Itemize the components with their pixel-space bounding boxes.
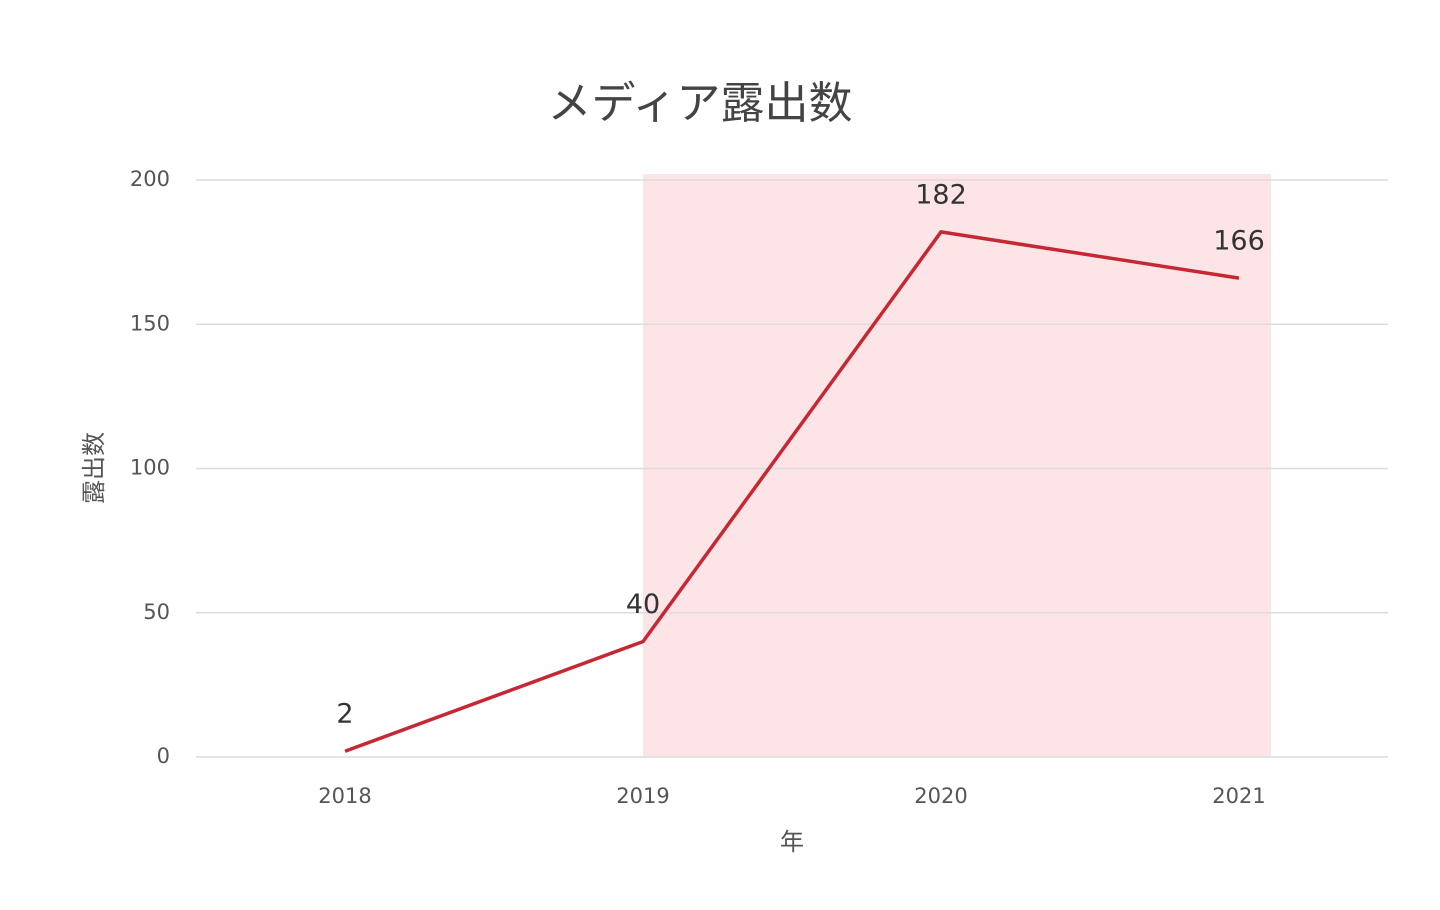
y-tick-label: 150	[130, 311, 170, 335]
x-tick-label: 2019	[616, 784, 669, 808]
y-tick-label: 50	[143, 600, 170, 624]
chart-title: メディア露出数	[548, 78, 853, 129]
y-tick-label: 200	[130, 167, 170, 191]
data-label: 40	[626, 589, 660, 620]
x-tick-label: 2021	[1212, 784, 1265, 808]
y-axis-label: 露出数	[80, 432, 108, 504]
x-tick-label: 2018	[318, 784, 371, 808]
data-line	[344, 230, 1240, 753]
data-label: 182	[915, 179, 967, 210]
data-label: 166	[1213, 226, 1265, 257]
data-label: 2	[336, 699, 353, 730]
highlight-region	[643, 174, 1271, 757]
y-tick-label: 0	[157, 744, 170, 768]
y-tick-label: 100	[130, 456, 170, 480]
x-axis-label: 年	[780, 828, 804, 856]
x-tick-label: 2020	[914, 784, 967, 808]
